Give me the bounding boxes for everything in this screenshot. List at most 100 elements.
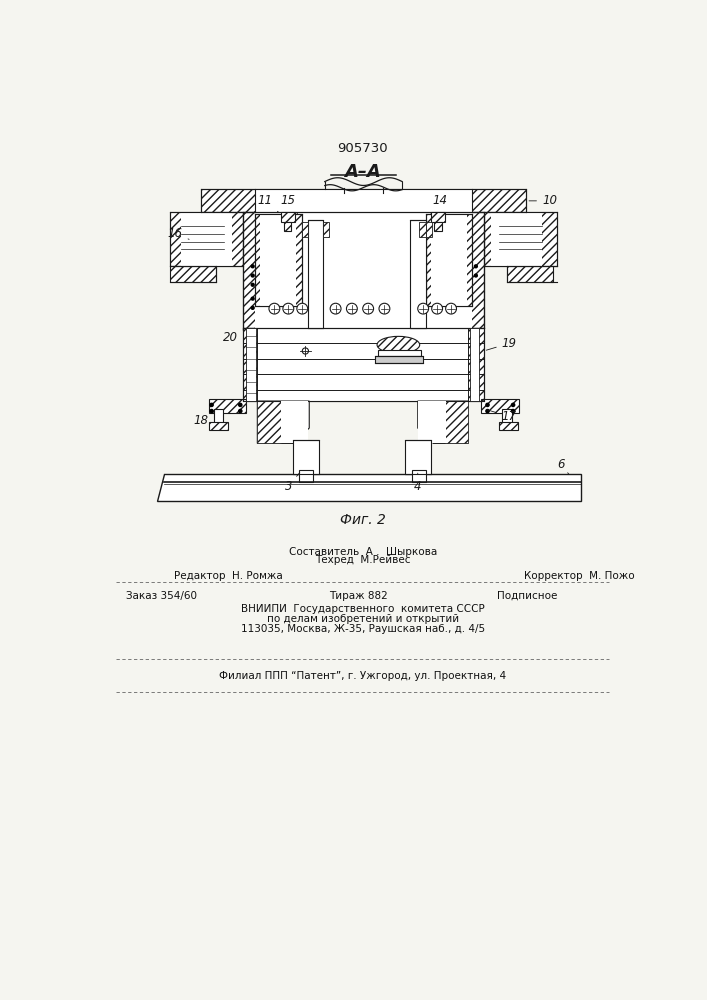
Circle shape	[238, 409, 243, 413]
Polygon shape	[156, 474, 580, 501]
Circle shape	[209, 403, 214, 407]
Bar	[281, 401, 308, 443]
Text: 17: 17	[486, 410, 517, 423]
Circle shape	[510, 409, 515, 413]
Text: по делам изобретений и открытий: по делам изобретений и открытий	[267, 614, 459, 624]
Bar	[209, 399, 246, 413]
Circle shape	[379, 303, 390, 314]
Circle shape	[250, 273, 255, 278]
Bar	[308, 220, 323, 328]
Text: 4: 4	[414, 473, 421, 493]
Bar	[469, 328, 479, 401]
Bar	[507, 266, 554, 282]
Circle shape	[250, 283, 255, 287]
Bar	[209, 422, 228, 430]
Circle shape	[250, 296, 255, 301]
Bar	[410, 220, 426, 328]
Text: Редактор  Н. Ромжа: Редактор Н. Ромжа	[174, 571, 282, 581]
Bar	[375, 356, 423, 363]
Bar	[299, 470, 313, 482]
Text: Заказ 354/60: Заказ 354/60	[126, 591, 197, 601]
Bar	[404, 440, 431, 474]
Text: 20: 20	[223, 329, 244, 344]
Text: 18: 18	[193, 411, 215, 427]
Bar	[281, 212, 295, 222]
Bar	[284, 222, 291, 231]
Text: 10: 10	[529, 194, 557, 207]
Bar	[214, 409, 223, 424]
Text: 16: 16	[168, 227, 189, 240]
Text: 11: 11	[257, 194, 279, 212]
Bar	[412, 470, 426, 482]
Text: 15: 15	[281, 194, 298, 214]
Text: 113035, Москва, Ж-35, Раушская наб., д. 4/5: 113035, Москва, Ж-35, Раушская наб., д. …	[240, 624, 485, 634]
Bar	[491, 212, 542, 266]
Bar	[481, 399, 518, 413]
Circle shape	[485, 409, 490, 413]
Bar	[260, 214, 296, 306]
Bar	[257, 328, 468, 401]
Circle shape	[283, 303, 293, 314]
Text: Филиал ППП “Патент”, г. Ужгород, ул. Проектная, 4: Филиал ППП “Патент”, г. Ужгород, ул. Про…	[219, 671, 506, 681]
Circle shape	[330, 303, 341, 314]
Bar	[182, 212, 232, 266]
Bar	[247, 328, 256, 401]
Bar	[445, 401, 468, 443]
Bar	[419, 222, 426, 237]
Circle shape	[297, 303, 308, 314]
Circle shape	[474, 264, 478, 268]
Text: Составитель  А .  Шыркова: Составитель А . Шыркова	[288, 547, 437, 557]
Bar	[255, 189, 472, 212]
Ellipse shape	[377, 336, 420, 353]
Bar	[293, 440, 320, 474]
Bar	[170, 266, 216, 282]
Circle shape	[474, 273, 478, 278]
Circle shape	[485, 403, 490, 407]
Bar	[243, 328, 484, 401]
Text: Фиг. 2: Фиг. 2	[340, 513, 385, 527]
Bar	[170, 212, 243, 266]
Circle shape	[250, 264, 255, 268]
Bar	[243, 212, 484, 328]
Text: 3: 3	[285, 473, 300, 493]
Bar	[323, 222, 329, 237]
Circle shape	[363, 303, 373, 314]
Text: 14: 14	[431, 194, 447, 214]
Bar	[426, 214, 472, 306]
Circle shape	[445, 303, 457, 314]
Text: ВНИИПИ  Государственного  комитета СССР: ВНИИПИ Государственного комитета СССР	[241, 604, 484, 614]
Text: Подписное: Подписное	[497, 591, 557, 601]
Bar	[255, 214, 301, 306]
Circle shape	[209, 409, 214, 413]
Circle shape	[432, 303, 443, 314]
Bar	[431, 214, 467, 306]
Circle shape	[510, 403, 515, 407]
Circle shape	[269, 303, 280, 314]
Circle shape	[303, 348, 308, 354]
Bar	[426, 222, 432, 237]
Text: 905730: 905730	[337, 142, 388, 155]
Bar	[257, 401, 281, 443]
Text: Тираж 882: Тираж 882	[329, 591, 387, 601]
Bar	[502, 409, 512, 424]
Bar	[434, 222, 442, 231]
Polygon shape	[257, 401, 309, 443]
Circle shape	[418, 303, 428, 314]
Bar	[431, 212, 445, 222]
Polygon shape	[418, 401, 468, 443]
Text: 6: 6	[557, 458, 569, 474]
Text: 19: 19	[486, 337, 517, 350]
Text: A–A: A–A	[344, 163, 381, 181]
Bar	[378, 350, 421, 356]
Bar	[418, 401, 445, 443]
Bar	[499, 422, 518, 430]
Bar	[201, 189, 526, 212]
Text: Техред  М.Рейвес: Техред М.Рейвес	[315, 555, 411, 565]
Bar	[255, 212, 472, 328]
Text: Корректор  М. Пожо: Корректор М. Пожо	[524, 571, 635, 581]
Bar	[484, 212, 557, 266]
Circle shape	[250, 306, 255, 310]
Circle shape	[238, 403, 243, 407]
Circle shape	[346, 303, 357, 314]
Bar	[301, 222, 308, 237]
